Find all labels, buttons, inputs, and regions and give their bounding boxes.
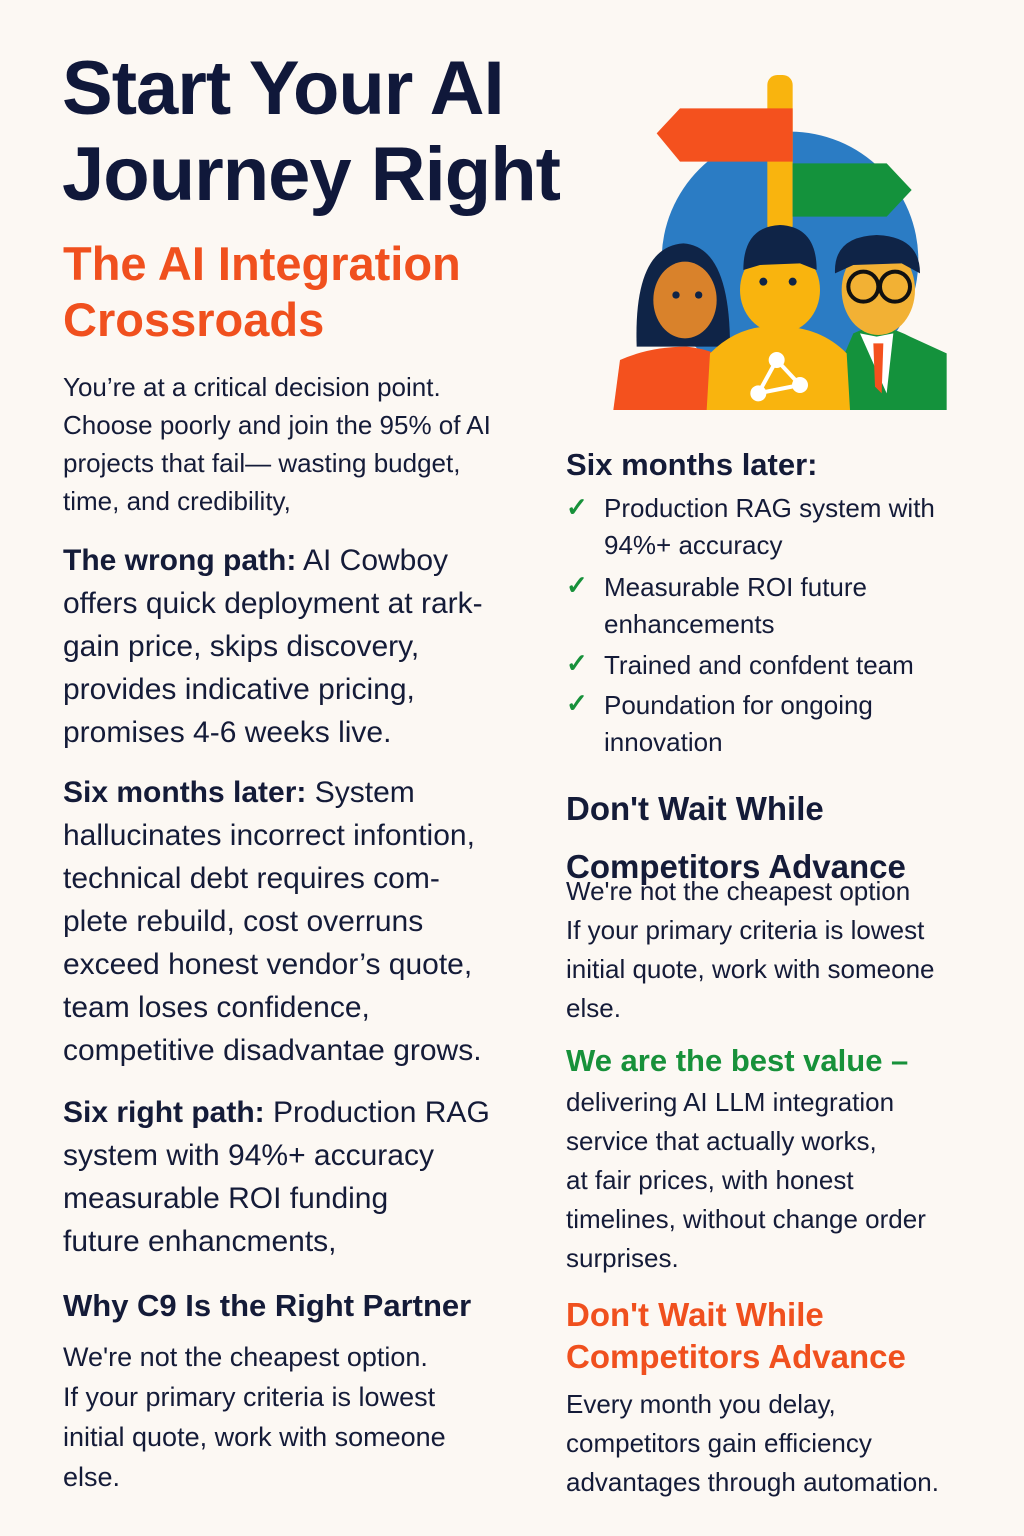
right-path-lead: Six right path:	[63, 1096, 265, 1129]
dont-wait-2-text: Every month you delay, competitors gain …	[566, 1389, 939, 1497]
network-icon	[750, 352, 808, 402]
sign-right-arrow	[792, 163, 912, 217]
right-path-paragraph: Six right path: Production RAG system wi…	[63, 1091, 490, 1263]
checklist-item: Trained and confdent team	[604, 650, 914, 680]
dont-wait-2-heading: Don't Wait While Competitors Advance	[566, 1296, 906, 1375]
checklist-item: Poundation for ongoing innovation	[604, 690, 873, 757]
right-path-text: Production RAG system with 94%+ accuracy…	[63, 1096, 490, 1258]
six-months-lead: Six months later:	[63, 776, 307, 809]
wrong-path-lead: The wrong path:	[63, 544, 297, 577]
six-months-paragraph: Six months later: System hallucinates in…	[63, 771, 482, 1072]
page-title: Start Your AI Journey Right	[62, 46, 561, 217]
crossroads-illustration	[613, 75, 947, 410]
check-icon: ✓	[566, 648, 588, 678]
person-center	[706, 326, 850, 410]
person-man-glasses	[833, 327, 947, 410]
dont-wait-text: We're not the cheapest option If your pr…	[566, 876, 935, 1023]
six-months-text: System hallucinates incorrect infontion,…	[63, 776, 482, 1067]
wrong-path-paragraph: The wrong path: AI Cowboy offers quick d…	[63, 539, 483, 754]
check-icon: ✓	[566, 492, 588, 522]
check-icon: ✓	[566, 688, 588, 718]
six-months-heading: Six months later:	[566, 447, 818, 482]
why-c9-text: We're not the cheapest option. If your p…	[63, 1342, 446, 1492]
checklist-item: Production RAG system with 94%+ accuracy	[604, 493, 935, 560]
best-value-heading: We are the best value –	[566, 1043, 909, 1078]
page-subtitle: The AI Integration Crossroads	[63, 237, 461, 346]
best-value-text: delivering AI LLM integration service th…	[566, 1087, 926, 1273]
dont-wait-heading: Don't Wait While Competitors Advance	[566, 790, 906, 885]
check-icon: ✓	[566, 570, 588, 600]
checklist-item: Measurable ROI future enhancements	[604, 572, 868, 639]
sign-left-arrow	[656, 108, 793, 162]
intro-text: You’re at a critical decision point. Cho…	[63, 372, 491, 516]
why-c9-heading: Why C9 Is the Right Partner	[63, 1288, 472, 1323]
wrong-path-text: AI Cowboy offers quick deployment at rar…	[63, 544, 483, 749]
